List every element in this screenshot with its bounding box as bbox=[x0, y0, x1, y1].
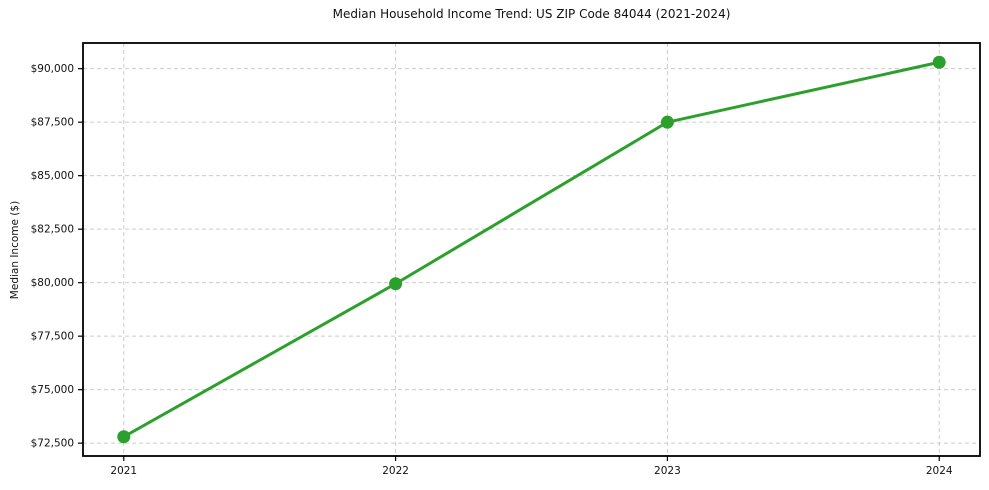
y-tick-label: $85,000 bbox=[31, 170, 74, 182]
y-tick-label: $80,000 bbox=[31, 277, 74, 289]
data-point-2024 bbox=[932, 55, 946, 69]
y-tick-label: $77,500 bbox=[31, 331, 74, 343]
y-tick-label: $87,500 bbox=[31, 117, 74, 129]
y-tick-label: $82,500 bbox=[31, 224, 74, 236]
x-tick-label: 2021 bbox=[110, 465, 137, 477]
data-point-2023 bbox=[660, 115, 674, 129]
trend-line bbox=[122, 60, 941, 439]
data-point-2022 bbox=[389, 277, 403, 291]
chart-title: Median Household Income Trend: US ZIP Co… bbox=[332, 7, 731, 21]
plot-border bbox=[82, 42, 981, 457]
y-tick-label: $90,000 bbox=[31, 63, 74, 75]
x-tick-label: 2023 bbox=[654, 465, 681, 477]
x-tick-label: 2024 bbox=[926, 465, 953, 477]
y-tick-label: $72,500 bbox=[31, 438, 74, 450]
y-tick-label: $75,000 bbox=[31, 384, 74, 396]
x-tick-label: 2022 bbox=[382, 465, 409, 477]
data-point-2021 bbox=[117, 430, 131, 444]
